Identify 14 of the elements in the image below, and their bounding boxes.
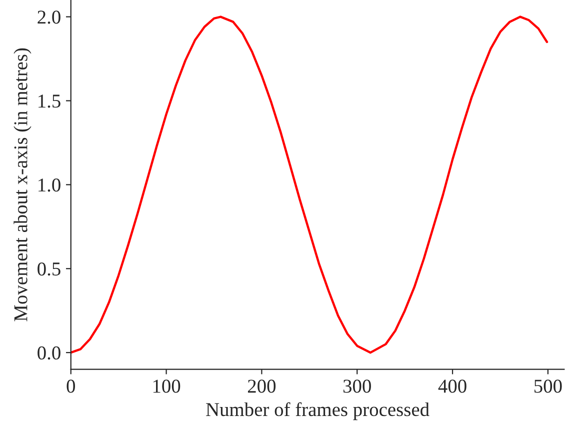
x-tick-label: 500: [534, 380, 562, 393]
y-axis-title: Movement about x-axis (in metres): [14, 48, 32, 322]
x-axis-title: Number of frames processed: [206, 402, 430, 420]
x-tick-label: 100: [153, 380, 180, 393]
y-tick-label: 0.0: [38, 346, 60, 360]
x-tick-label: 400: [438, 380, 466, 393]
x-tick-label: 200: [248, 380, 276, 393]
x-tick-label: 300: [343, 380, 371, 393]
x-tick-label: 0: [66, 380, 75, 393]
line-series: [70, 16, 548, 354]
y-tick-label: 2.0: [38, 10, 60, 24]
y-tick-label: 1.0: [38, 178, 60, 192]
y-tick-label: 1.5: [38, 94, 60, 108]
y-tick-label: 0.5: [38, 262, 60, 276]
